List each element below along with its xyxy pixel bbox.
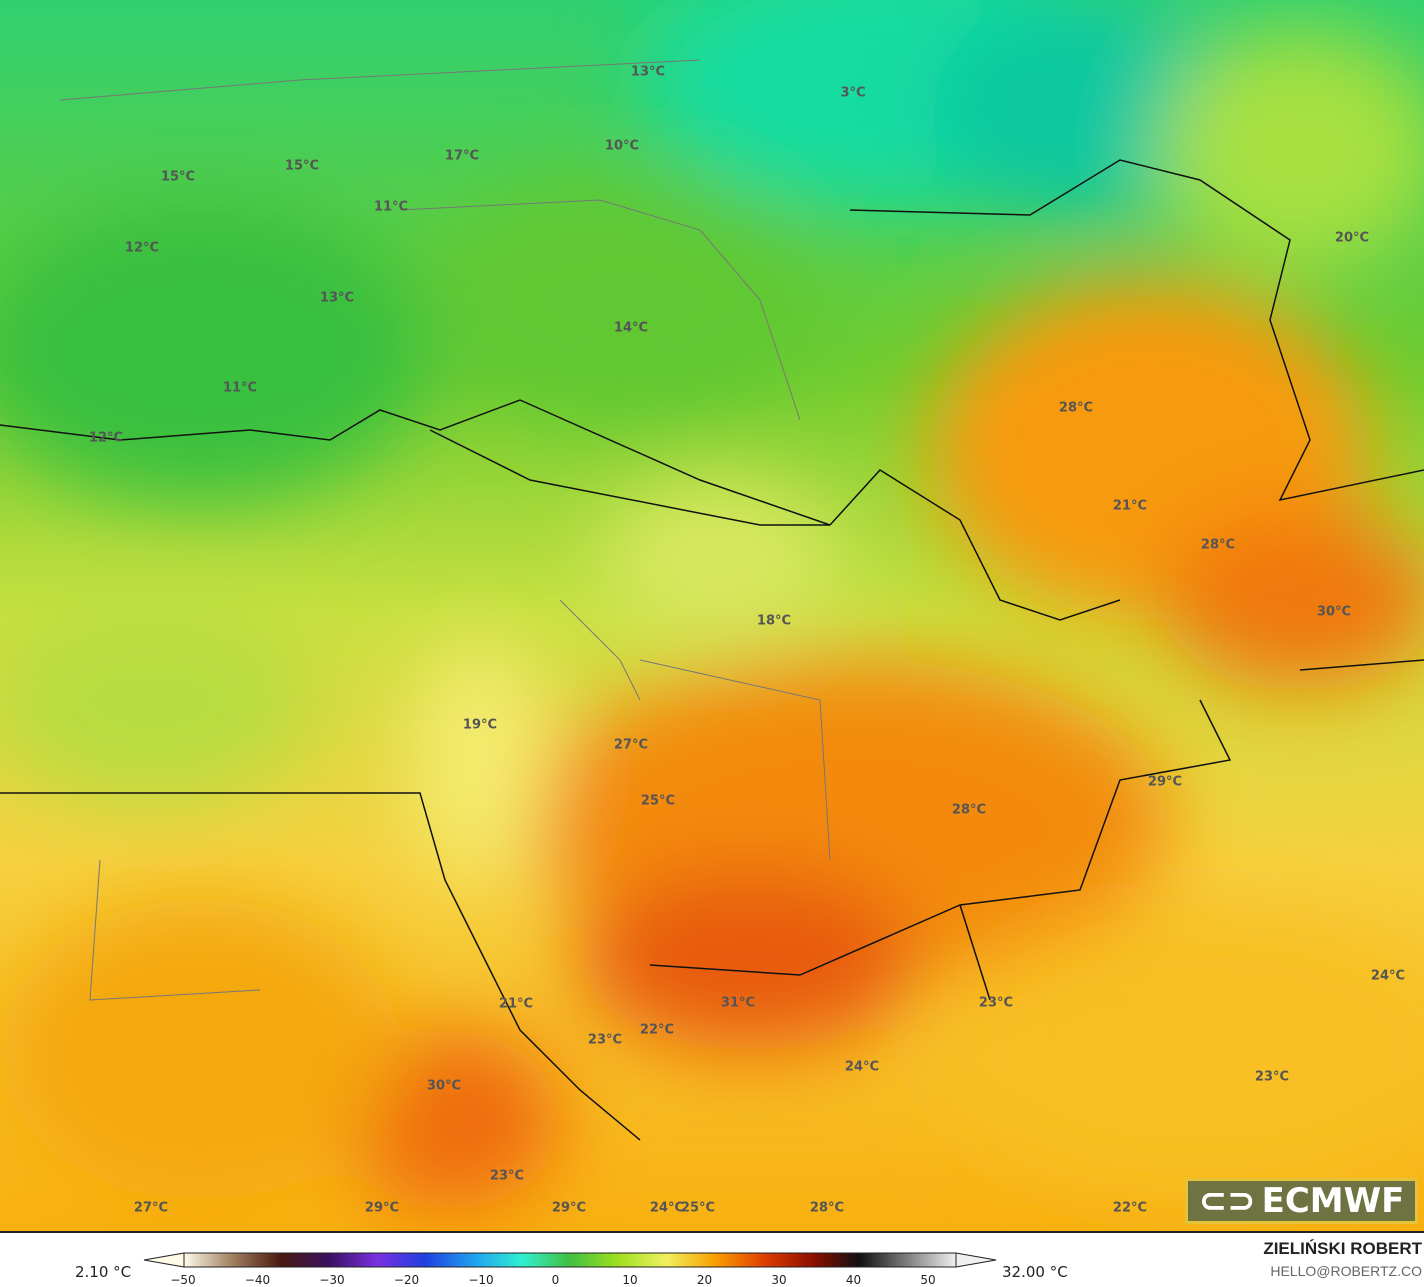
temperature-label: 28°C <box>951 802 987 818</box>
legend-tick: 10 <box>622 1273 638 1287</box>
temperature-label: 22°C <box>1112 1200 1148 1216</box>
colorbar <box>143 1252 997 1268</box>
temperature-label: 12°C <box>88 430 124 446</box>
temperature-label: 20°C <box>1334 230 1370 246</box>
temperature-label: 10°C <box>604 138 640 154</box>
legend-tick: −30 <box>319 1273 345 1287</box>
temperature-label: 29°C <box>364 1200 400 1216</box>
temperature-label: 23°C <box>489 1168 525 1184</box>
temperature-label: 11°C <box>373 199 409 215</box>
temperature-label: 12°C <box>124 240 160 256</box>
temperature-map: 13°C 3°C 15°C 15°C 17°C 10°C 11°C 12°C 13°C 20°C 1… <box>0 0 1424 1233</box>
ecmwf-logo-text: ECMWF <box>1261 1181 1405 1221</box>
temperature-label: 15°C <box>160 169 196 185</box>
temperature-label: 25°C <box>640 793 676 809</box>
legend-tick: 30 <box>771 1273 787 1287</box>
temperature-label: 21°C <box>498 996 534 1012</box>
temperature-label: 23°C <box>587 1032 623 1048</box>
admin-borders <box>59 59 831 1001</box>
temperature-label: 31°C <box>720 995 756 1011</box>
author-email: HELLO@ROBERTZ.CO <box>1270 1263 1422 1279</box>
temperature-label: 28°C <box>1200 537 1236 553</box>
temperature-label: 14°C <box>613 320 649 336</box>
legend-min: 2.10 °C <box>75 1263 132 1281</box>
color-legend: 2.10 °C −50 −40 −30 −20 −10 0 10 20 30 40 50 32.00… <box>0 1233 1424 1287</box>
colorbar-bar <box>183 1252 957 1268</box>
colorbar-low-arrow <box>143 1252 185 1268</box>
legend-tick: −10 <box>468 1273 494 1287</box>
temperature-label: 24°C <box>649 1200 685 1216</box>
author-credit: ZIELIŃSKI ROBERT <box>1263 1239 1422 1258</box>
temperature-label: 15°C <box>284 158 320 174</box>
temperature-label: 22°C <box>639 1022 675 1038</box>
temperature-label: 3°C <box>840 85 866 101</box>
temperature-field <box>0 0 1424 1231</box>
temperature-label: 18°C <box>756 613 792 629</box>
ecmwf-logo: ⊂⊃ ECMWF <box>1185 1178 1418 1224</box>
legend-tick: 0 <box>551 1273 560 1287</box>
ecmwf-logo-icon: ⊂⊃ <box>1198 1181 1256 1221</box>
temperature-label: 13°C <box>319 290 355 306</box>
temperature-label: 24°C <box>1370 968 1406 984</box>
temperature-label: 28°C <box>1058 400 1094 416</box>
colorbar-high-arrow <box>955 1252 997 1268</box>
legend-tick: 40 <box>845 1273 862 1287</box>
legend-max: 32.00 °C <box>1002 1263 1068 1281</box>
temperature-label: 24°C <box>844 1059 880 1075</box>
temperature-label: 23°C <box>1254 1069 1290 1085</box>
temperature-label: 30°C <box>426 1078 462 1094</box>
temperature-label: 27°C <box>613 737 649 753</box>
legend-tick: 50 <box>920 1273 936 1287</box>
temperature-label: 30°C <box>1316 604 1352 620</box>
temperature-label: 17°C <box>444 148 480 164</box>
temperature-label: 21°C <box>1112 498 1148 514</box>
temperature-label: 27°C <box>133 1200 169 1216</box>
temperature-label: 23°C <box>978 995 1014 1011</box>
legend-tick: −50 <box>170 1273 196 1287</box>
legend-tick: −40 <box>244 1273 271 1287</box>
temperature-label: 29°C <box>1147 774 1183 790</box>
temperature-label: 11°C <box>222 380 258 396</box>
temperature-label: 13°C <box>630 64 666 80</box>
borders <box>0 159 1424 1141</box>
temperature-label: 25°C <box>680 1200 716 1216</box>
temperature-label: 19°C <box>462 717 498 733</box>
legend-tick: 20 <box>696 1273 713 1287</box>
legend-tick: −20 <box>393 1273 420 1287</box>
temperature-label: 29°C <box>551 1200 587 1216</box>
temperature-label: 28°C <box>809 1200 845 1216</box>
